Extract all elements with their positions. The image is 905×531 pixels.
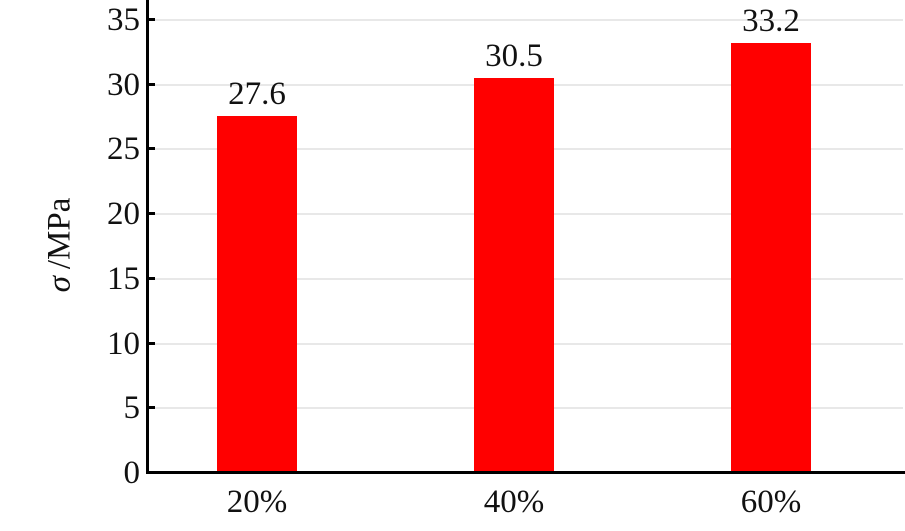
y-tick-25 bbox=[146, 147, 155, 151]
y-tick-label-5: 5 bbox=[123, 390, 141, 427]
y-tick-label-25: 25 bbox=[107, 131, 140, 168]
bar-value-label-40%: 30.5 bbox=[485, 38, 543, 74]
bar-60% bbox=[731, 43, 811, 472]
x-axis-line bbox=[146, 471, 905, 474]
gridline-35 bbox=[150, 19, 903, 21]
y-tick-15 bbox=[146, 276, 155, 280]
y-tick-label-20: 20 bbox=[107, 196, 140, 233]
y-tick-10 bbox=[146, 341, 155, 345]
y-tick-20 bbox=[146, 212, 155, 216]
bar-value-label-60%: 33.2 bbox=[742, 3, 800, 39]
y-tick-5 bbox=[146, 406, 155, 410]
y-tick-label-10: 10 bbox=[107, 325, 140, 362]
x-category-label-60%: 60% bbox=[740, 484, 802, 520]
bar-20% bbox=[217, 116, 297, 472]
x-category-label-40%: 40% bbox=[483, 484, 545, 520]
x-category-label-20%: 20% bbox=[226, 484, 288, 520]
y-tick-30 bbox=[146, 82, 155, 86]
y-axis-line bbox=[146, 0, 149, 474]
y-tick-label-30: 30 bbox=[107, 66, 140, 103]
y-tick-35 bbox=[146, 18, 155, 21]
y-tick-label-35: 35 bbox=[107, 2, 140, 38]
y-tick-0 bbox=[146, 471, 155, 474]
bar-40% bbox=[474, 78, 554, 472]
y-tick-label-0: 0 bbox=[123, 455, 141, 491]
y-tick-label-15: 15 bbox=[107, 260, 140, 297]
bar-value-label-20%: 27.6 bbox=[228, 76, 286, 112]
